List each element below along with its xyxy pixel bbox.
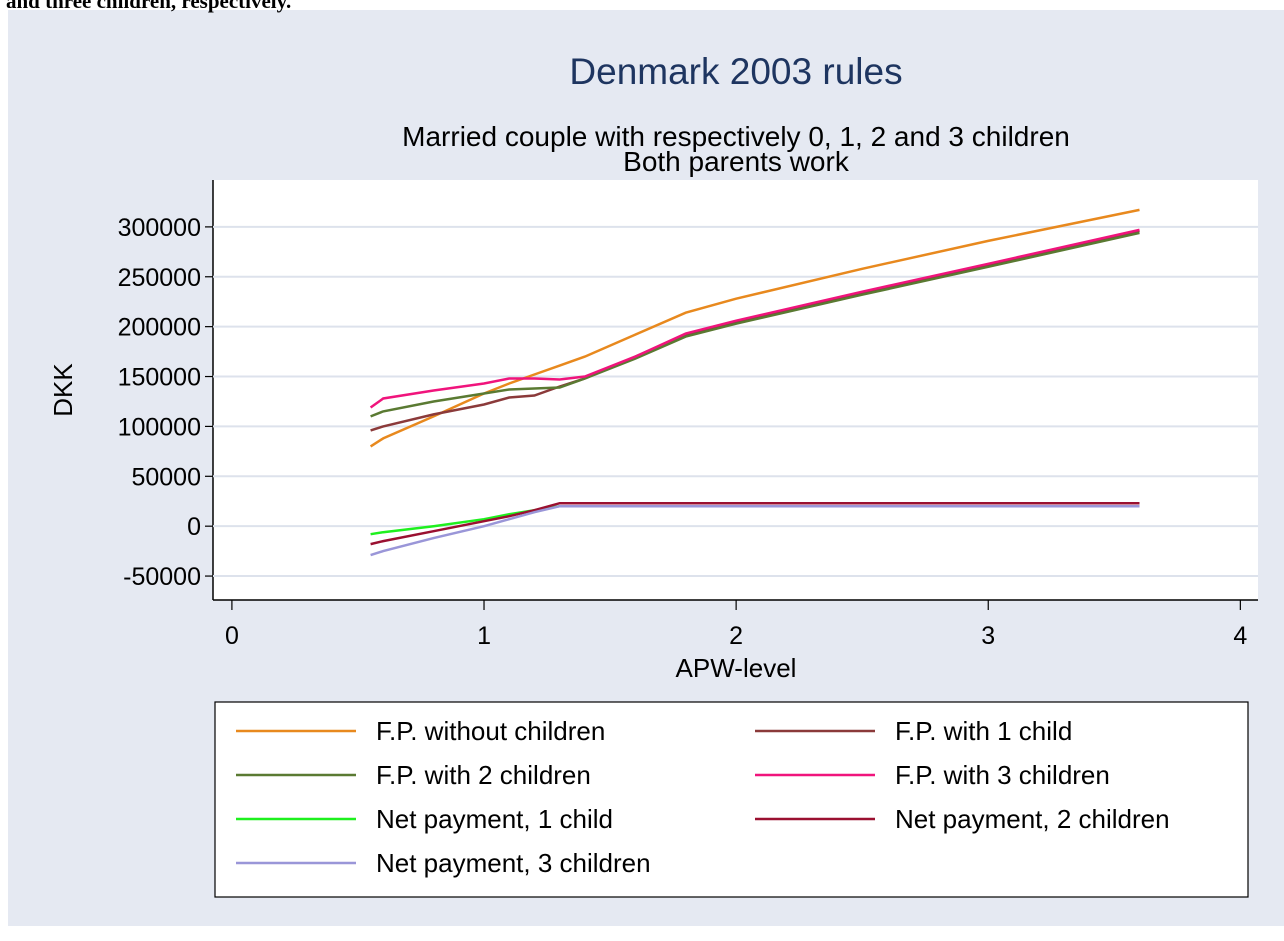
y-tick-label: 250000 xyxy=(118,264,201,292)
y-tick-label: -50000 xyxy=(123,563,201,591)
y-tick-label: 50000 xyxy=(131,463,201,491)
y-tick-label: 150000 xyxy=(118,364,201,392)
y-tick-label: 200000 xyxy=(118,314,201,342)
legend-label: F.P. without children xyxy=(376,716,605,746)
y-tick-label: 300000 xyxy=(118,214,201,242)
legend-label: Net payment, 1 child xyxy=(376,804,613,834)
x-tick-label: 2 xyxy=(729,622,743,650)
x-tick-label: 1 xyxy=(477,622,491,650)
chart-subtitle: Both parents work xyxy=(623,146,850,177)
plot-area xyxy=(213,180,1258,600)
legend-label: F.P. with 1 child xyxy=(895,716,1072,746)
chart-title: Denmark 2003 rules xyxy=(569,51,902,92)
y-tick-label: 100000 xyxy=(118,413,201,441)
legend-label: F.P. with 3 children xyxy=(895,760,1110,790)
x-tick-label: 3 xyxy=(981,622,995,650)
series-line xyxy=(370,501,1140,546)
chart-subtitle: Married couple with respectively 0, 1, 2… xyxy=(402,121,1070,152)
legend-label: Net payment, 3 children xyxy=(376,848,651,878)
y-tick-label: 0 xyxy=(187,513,201,541)
x-tick-label: 4 xyxy=(1233,622,1247,650)
series-line xyxy=(370,504,1140,557)
y-axis-label: DKK xyxy=(48,363,78,417)
series-line xyxy=(370,231,1140,418)
legend-label: Net payment, 2 children xyxy=(895,804,1170,834)
legend-label: F.P. with 2 children xyxy=(376,760,591,790)
x-axis-label: APW-level xyxy=(676,653,797,683)
series-line xyxy=(369,228,1140,409)
legend xyxy=(214,701,1249,898)
caption: and three children, respectively. xyxy=(6,0,291,13)
x-tick-label: 0 xyxy=(225,622,239,650)
